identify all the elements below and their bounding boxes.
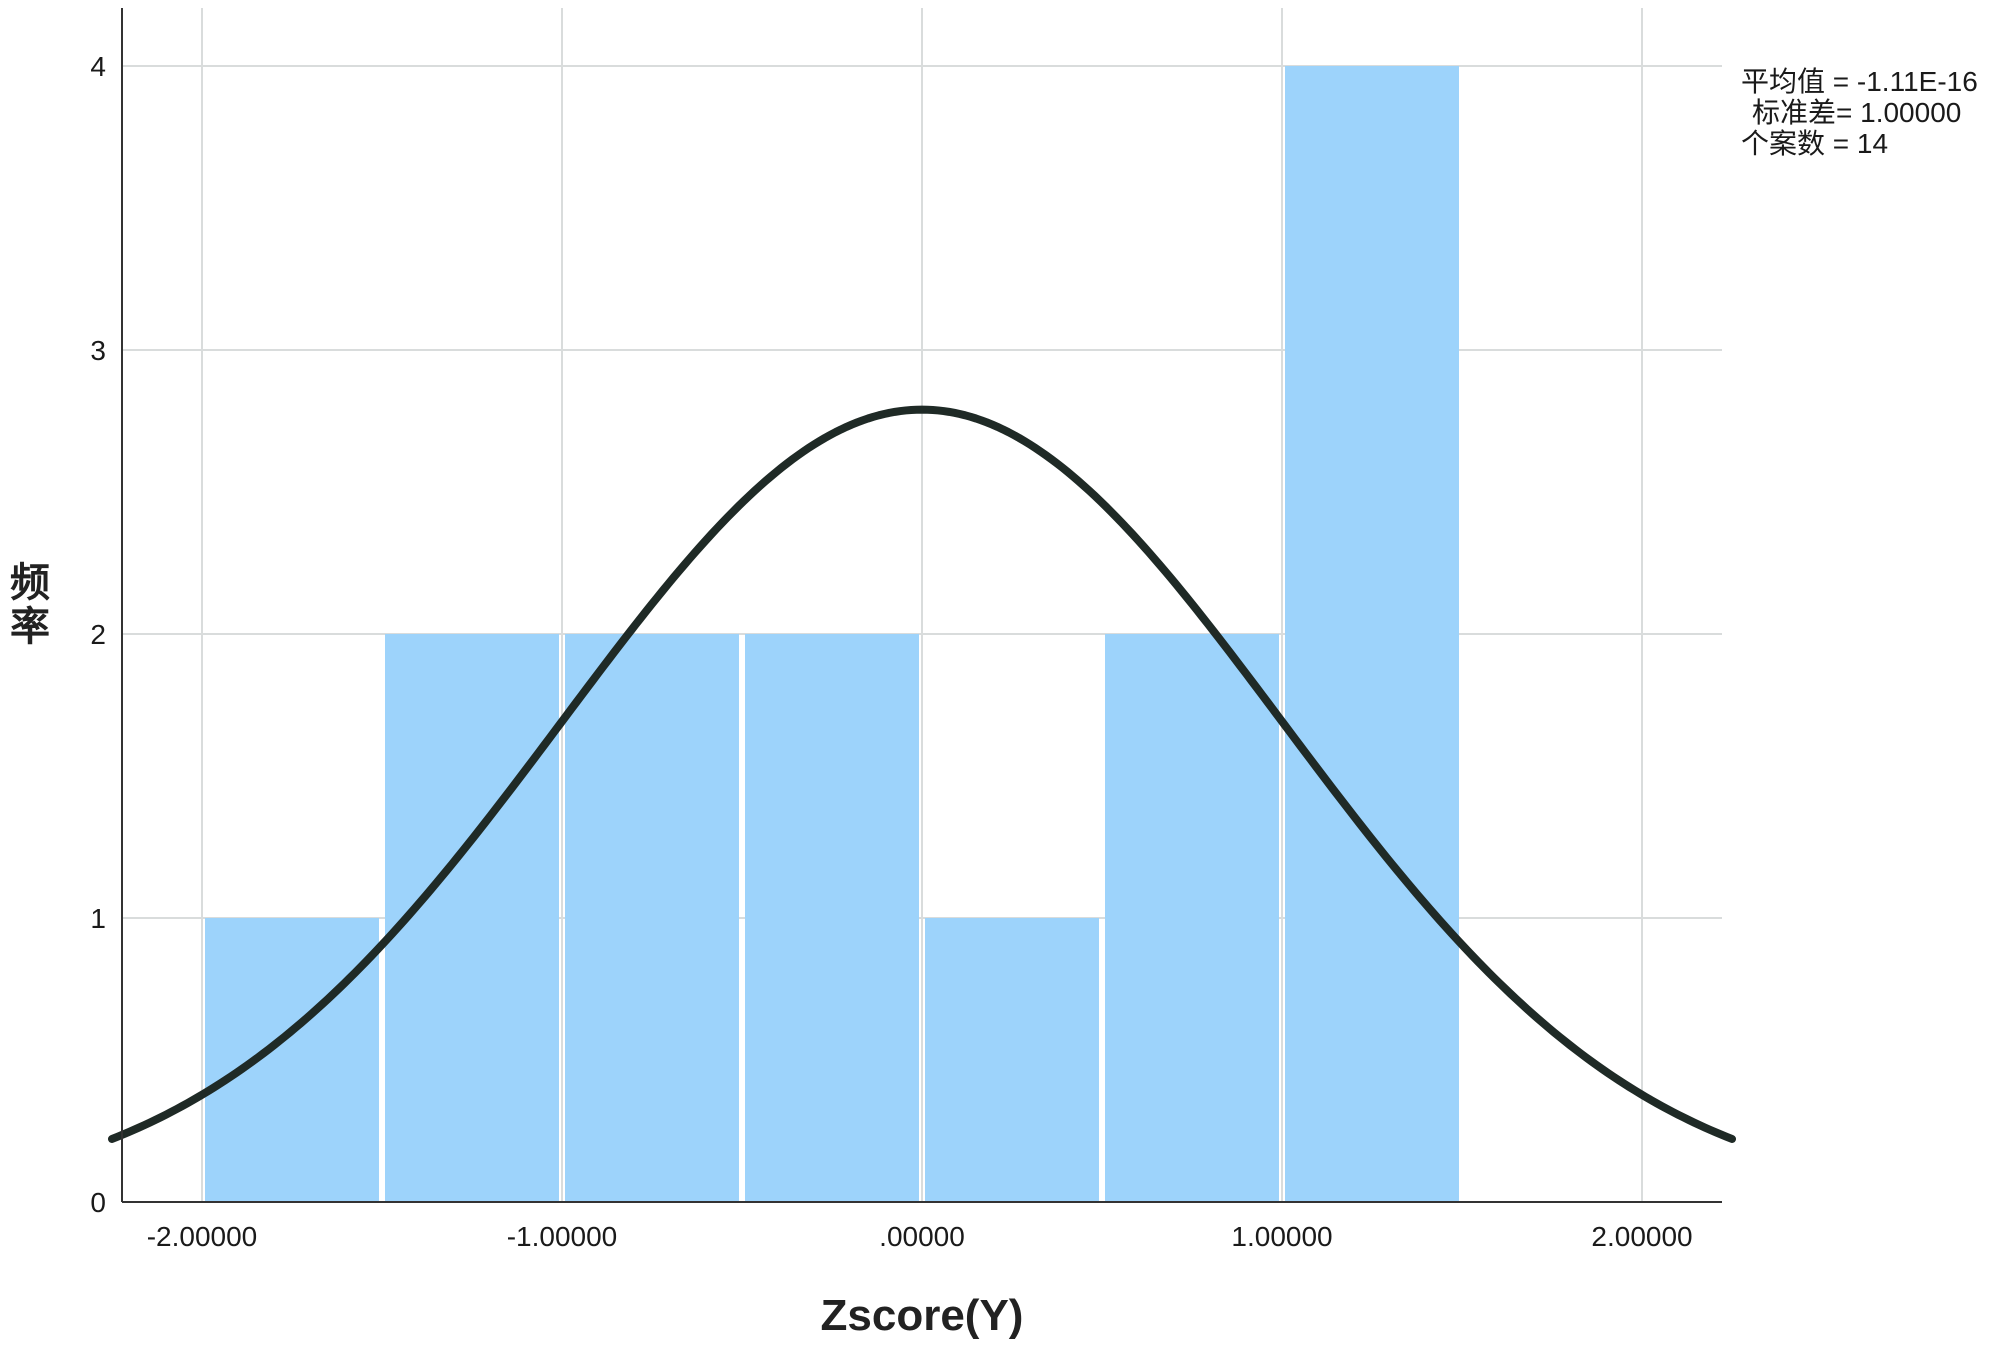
x-tick-label-3: 1.00000 bbox=[1231, 1221, 1332, 1252]
histogram-bar-3 bbox=[745, 634, 919, 1202]
stats-sd: 标准差= 1.00000 bbox=[1752, 97, 1961, 128]
stats-n: 个案数 = 14 bbox=[1741, 128, 1888, 159]
stats-mean: 平均值 = -1.11E-16 bbox=[1741, 66, 1978, 97]
axes bbox=[121, 8, 1722, 1203]
y-axis-title-char-1: 频 bbox=[10, 559, 50, 606]
y-tick-label-2: 2 bbox=[90, 619, 106, 650]
y-tick-labels: 0 1 2 3 4 bbox=[90, 51, 106, 1218]
normal-curve bbox=[108, 405, 1736, 1143]
histogram-bar-5 bbox=[1105, 634, 1279, 1202]
x-tick-label-4: 2.00000 bbox=[1591, 1221, 1692, 1252]
histogram-bar-6 bbox=[1285, 66, 1459, 1202]
x-tick-label-1: -1.00000 bbox=[507, 1221, 618, 1252]
x-axis-title: Zscore(Y) bbox=[821, 1291, 1024, 1340]
x-tick-label-2: .00000 bbox=[879, 1221, 965, 1252]
histogram-bar-2 bbox=[565, 634, 739, 1202]
y-tick-label-1: 1 bbox=[90, 903, 106, 934]
x-tick-labels: -2.00000 -1.00000 .00000 1.00000 2.00000 bbox=[147, 1221, 1693, 1252]
y-axis-title: 频 率 bbox=[10, 559, 50, 650]
y-tick-label-0: 0 bbox=[90, 1187, 106, 1218]
normal-curve-group bbox=[108, 405, 1736, 1143]
y-tick-label-4: 4 bbox=[90, 51, 106, 82]
histogram-bars bbox=[205, 66, 1459, 1202]
histogram-bar-1 bbox=[385, 634, 559, 1202]
x-tick-label-0: -2.00000 bbox=[147, 1221, 258, 1252]
histogram-bar-0 bbox=[205, 918, 379, 1202]
y-tick-label-3: 3 bbox=[90, 335, 106, 366]
histogram-bar-4 bbox=[925, 918, 1099, 1202]
y-axis-title-char-2: 率 bbox=[10, 603, 50, 650]
stats-box: 平均值 = -1.11E-16 标准差= 1.00000 个案数 = 14 bbox=[1741, 66, 1978, 159]
